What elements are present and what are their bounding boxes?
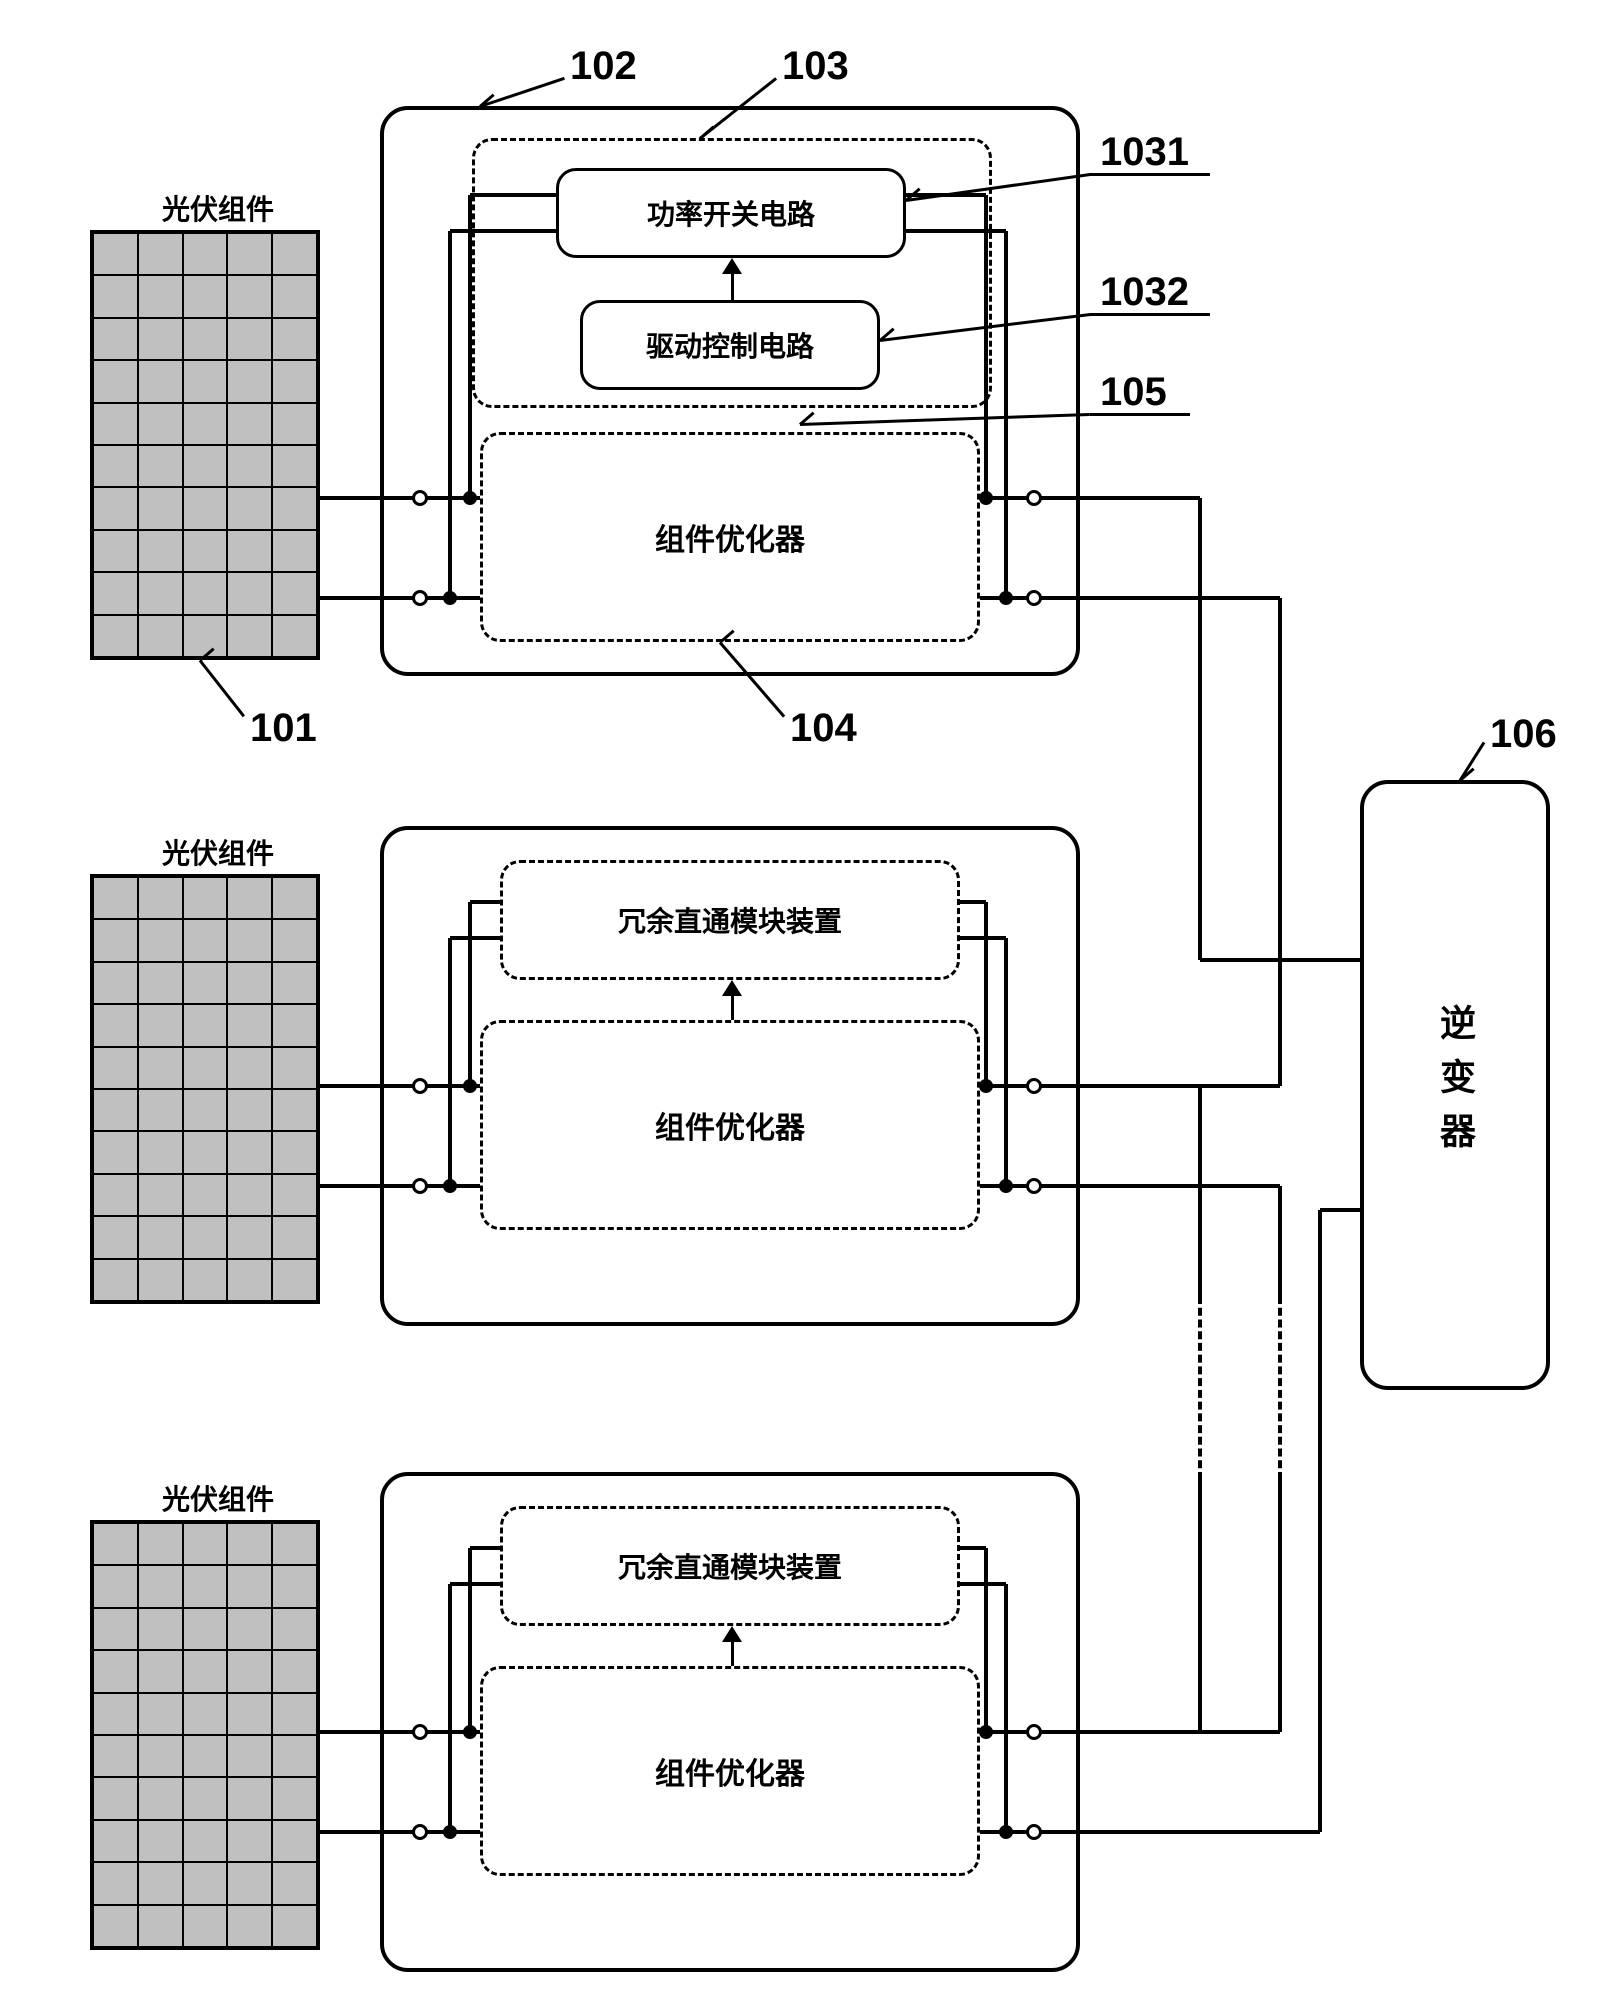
redundant-module: 冗余直通模块装置	[500, 860, 960, 980]
redundant-module-label: 冗余直通模块装置	[618, 1546, 842, 1586]
optimizer: 组件优化器	[480, 432, 980, 642]
ref-103: 103	[782, 44, 849, 89]
power-switch-circuit: 功率开关电路	[556, 168, 906, 258]
pv-module-label: 光伏组件	[118, 188, 318, 228]
pv-module-label: 光伏组件	[118, 1478, 318, 1518]
ref-106: 106	[1490, 712, 1557, 757]
optimizer: 组件优化器	[480, 1020, 980, 1230]
ref-104: 104	[790, 706, 857, 751]
ref-1031: 1031	[1100, 130, 1189, 175]
ref-102: 102	[570, 44, 637, 89]
pv-panel	[90, 230, 320, 660]
optimizer-label: 组件优化器	[655, 515, 805, 559]
pv-panel	[90, 874, 320, 1304]
optimizer: 组件优化器	[480, 1666, 980, 1876]
ref-105: 105	[1100, 370, 1167, 415]
optimizer-label: 组件优化器	[655, 1749, 805, 1793]
inverter-label: 逆变器	[1429, 1004, 1481, 1166]
pv-module-label: 光伏组件	[118, 832, 318, 872]
ref-1032: 1032	[1100, 270, 1189, 315]
redundant-module: 冗余直通模块装置	[500, 1506, 960, 1626]
ref-101: 101	[250, 706, 317, 751]
optimizer-label: 组件优化器	[655, 1103, 805, 1147]
inverter: 逆变器	[1360, 780, 1550, 1390]
pv-panel	[90, 1520, 320, 1950]
drive-control-label: 驱动控制电路	[646, 325, 814, 365]
redundant-module-label: 冗余直通模块装置	[618, 900, 842, 940]
power-switch-label: 功率开关电路	[647, 193, 815, 233]
drive-control-circuit: 驱动控制电路	[580, 300, 880, 390]
